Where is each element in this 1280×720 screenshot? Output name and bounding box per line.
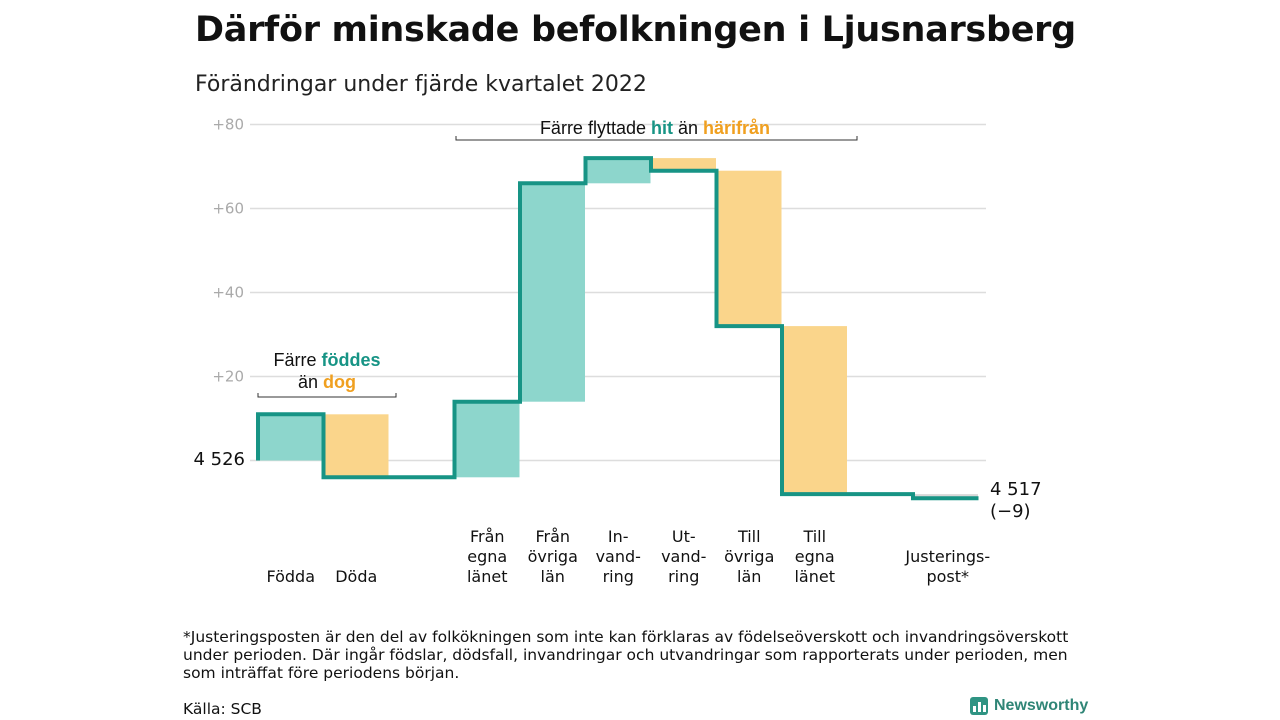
category-label: In- (608, 527, 629, 546)
category-label: Födda (266, 567, 315, 586)
category-label: Från (470, 527, 505, 546)
migration-annotation: Färre flyttade hit än härifrån (540, 118, 770, 138)
waterfall-bar (717, 170, 782, 327)
end-change-label: (−9) (990, 501, 1031, 522)
migration-bracket (455, 136, 858, 141)
newsworthy-logo-icon (970, 697, 988, 715)
y-tick-label: +60 (212, 200, 244, 218)
end-value-label: 4 517 (990, 479, 1042, 500)
category-label: Justerings- (904, 547, 990, 566)
waterfall-bar (782, 326, 847, 495)
category-label: länet (794, 567, 835, 586)
births-deaths-bracket (257, 393, 397, 398)
births-deaths-annotation: Färre föddes (273, 350, 380, 370)
category-label: Till (737, 527, 761, 546)
y-tick-label: +40 (212, 284, 244, 302)
category-label: post* (926, 567, 969, 586)
category-label: ring (668, 567, 699, 586)
brand-name: Newsworthy (994, 697, 1089, 714)
brand: Newsworthy (970, 697, 1088, 715)
waterfall-bar (520, 183, 585, 402)
waterfall-bar (455, 401, 520, 478)
cumulative-step-line (256, 156, 979, 501)
category-label: länet (467, 567, 508, 586)
y-tick-label: +20 (212, 368, 244, 386)
chart-title: Därför minskade befolkningen i Ljusnarsb… (195, 10, 1076, 50)
category-label: län (541, 567, 565, 586)
waterfall-bar (586, 158, 651, 184)
waterfall-bar (258, 414, 323, 461)
category-label: egna (795, 547, 835, 566)
chart-subtitle: Förändringar under fjärde kvartalet 2022 (195, 72, 647, 97)
category-label: Till (802, 527, 826, 546)
source: Källa: SCB (183, 700, 262, 718)
category-label: län (737, 567, 761, 586)
category-label: Ut- (672, 527, 696, 546)
category-label: vand- (661, 547, 706, 566)
category-label: Döda (335, 567, 377, 586)
waterfall-bar (913, 494, 978, 499)
waterfall-bar (651, 158, 716, 171)
footnote: *Justeringsposten är den del av folkökni… (183, 628, 1069, 682)
waterfall-bar (324, 414, 389, 478)
category-label: vand- (596, 547, 641, 566)
category-label: övriga (528, 547, 578, 566)
category-label: ring (603, 567, 634, 586)
category-label: övriga (724, 547, 774, 566)
category-label: Från (535, 527, 570, 546)
births-deaths-annotation: än dog (298, 372, 356, 392)
y-tick-label: +80 (212, 116, 244, 134)
category-label: egna (467, 547, 507, 566)
start-value-label: 4 526 (193, 449, 245, 470)
